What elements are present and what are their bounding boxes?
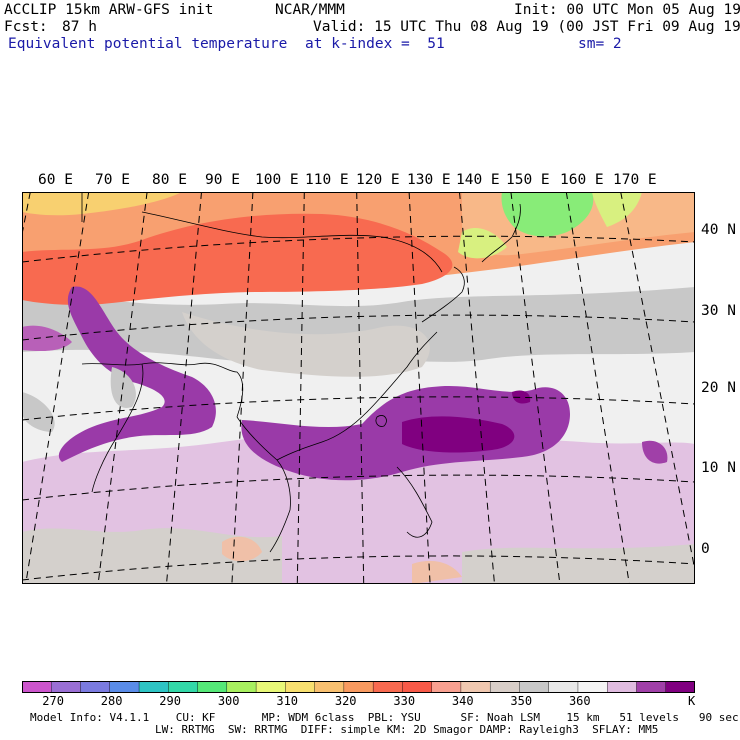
colorbar-tick-label: 350 [510, 694, 533, 708]
init-time: Init: 00 UTC Mon 05 Aug 19 [514, 2, 740, 18]
india-purple [58, 286, 216, 462]
colorbar-cell [431, 681, 462, 693]
colorbar-tick-label: 340 [451, 694, 474, 708]
longitude-label: 70 E [95, 172, 130, 188]
forecast-hours: 87 h [62, 19, 97, 35]
colorbar-cell [343, 681, 374, 693]
longitude-label: 100 E [255, 172, 299, 188]
colorbar-cell [607, 681, 638, 693]
colorbar-tick-label: 290 [159, 694, 181, 708]
colorbar-cell [489, 681, 521, 693]
field-name: Equivalent potential temperature [8, 36, 288, 52]
forecast-label: Fcst: [4, 19, 48, 35]
south-tan-patches [222, 536, 462, 584]
colorbar-cell [255, 681, 287, 693]
coastlines [81, 192, 521, 553]
colorbar-tick-label: 330 [393, 694, 416, 708]
colorbar-cell [372, 681, 404, 693]
colorbar-cell [80, 681, 111, 693]
latitude-label: 30 N [701, 303, 736, 319]
colorbar-tick-label: 270 [42, 694, 64, 708]
okhotsk-yellowgreen [458, 192, 642, 259]
longitude-label: 130 E [407, 172, 451, 188]
colorbar-tick-label: 360 [568, 694, 591, 708]
longitude-label: 80 E [152, 172, 187, 188]
east-purple-blob [642, 440, 668, 464]
org-label: NCAR/MMM [275, 2, 345, 18]
colorbar-cell [548, 681, 579, 693]
colorbar-cell [460, 681, 491, 693]
west-purple [22, 325, 72, 352]
colorbar-tick-label: 320 [334, 694, 357, 708]
colorbar-tick-label: 300 [217, 694, 240, 708]
colorbar-cell [577, 681, 608, 693]
latitude-label: 0 [701, 541, 710, 557]
north-yellow-patch [22, 192, 182, 216]
colorbar-cell [22, 681, 52, 693]
theta-e-map [22, 192, 695, 584]
map-frame [22, 192, 695, 584]
colorbar-cell [519, 681, 550, 693]
longitude-label: 90 E [205, 172, 240, 188]
colorbar-cell [168, 681, 199, 693]
longitude-label: 120 E [356, 172, 400, 188]
graticule [22, 192, 695, 584]
colorbar-cell [314, 681, 345, 693]
colorbar-tick-label: 310 [276, 694, 299, 708]
model-title: ACCLIP 15km ARW-GFS init [4, 2, 214, 18]
longitude-label: 160 E [560, 172, 604, 188]
colorbar-cell [138, 681, 170, 693]
mid-grey-belt [22, 287, 695, 364]
longitude-label: 170 E [613, 172, 657, 188]
level-index: at k-index = 51 [305, 36, 445, 52]
colorbar-cell [109, 681, 140, 693]
latitude-label: 10 N [701, 460, 736, 476]
colorbar-cell [226, 681, 257, 693]
colorbar-cell [51, 681, 82, 693]
colorbar [22, 681, 695, 693]
longitude-label: 150 E [506, 172, 550, 188]
longitude-label: 110 E [305, 172, 349, 188]
smoothing-value: sm= 2 [578, 36, 622, 52]
pacific-deep-purple [402, 390, 531, 453]
colorbar-cell [665, 681, 695, 693]
longitude-label: 60 E [38, 172, 73, 188]
colorbar-cell [402, 681, 433, 693]
longitude-label: 140 E [456, 172, 500, 188]
latitude-label: 20 N [701, 380, 736, 396]
model-info-line1: Model Info: V4.1.1 CU: KF MP: WDM 6class… [30, 711, 739, 724]
valid-time: Valid: 15 UTC Thu 08 Aug 19 (00 JST Fri … [313, 19, 740, 35]
tibet-grey [22, 367, 136, 432]
colorbar-cell [285, 681, 316, 693]
latitude-label: 40 N [701, 222, 736, 238]
north-red-band [22, 213, 453, 305]
okhotsk-green [501, 192, 594, 237]
colorbar-unit: K [688, 694, 696, 708]
south-grey-patches [22, 528, 695, 584]
model-info-line2: LW: RRTMG SW: RRTMG DIFF: simple KM: 2D … [155, 723, 659, 736]
colorbar-tick-label: 280 [100, 694, 123, 708]
colorbar-cell [197, 681, 228, 693]
colorbar-cell [636, 681, 667, 693]
